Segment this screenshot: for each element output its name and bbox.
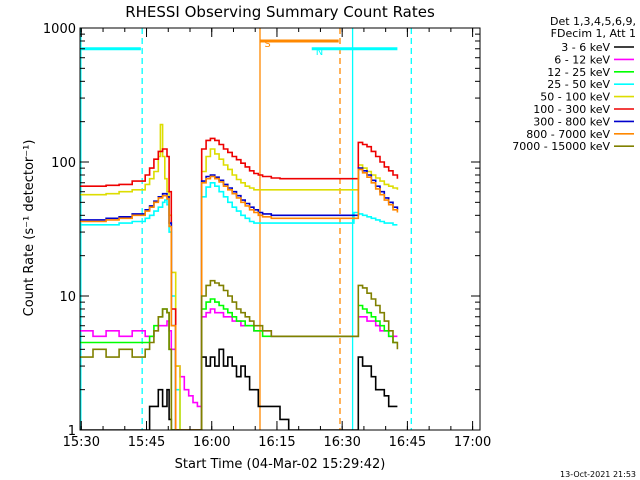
- status-bar-label-2: S: [264, 39, 270, 50]
- legend: Det 1,3,4,5,6,9,FDecim 1, Att 13 - 6 keV…: [512, 15, 636, 153]
- y-tick-label-0: 1: [68, 424, 76, 439]
- series-line-4: [80, 123, 399, 430]
- legend-entry-label-1: 6 - 12 keV: [554, 53, 610, 66]
- legend-entry-label-5: 100 - 300 keV: [533, 103, 610, 116]
- x-tick-label-2: 16:00: [193, 435, 230, 450]
- x-tick-label-1: 15:45: [128, 435, 165, 450]
- axes: 15:30 15:45 16:00 16:15 16:30 16:45 17:00 1 10 10…: [43, 22, 491, 450]
- legend-entry-label-3: 25 - 50 keV: [547, 78, 610, 91]
- legend-entry-label-8: 7000 - 15000 keV: [512, 140, 610, 153]
- legend-entry-label-4: 50 - 100 keV: [540, 91, 610, 104]
- chart-title: RHESSI Observing Summary Count Rates: [125, 3, 435, 21]
- status-bar-label-1: N: [316, 47, 323, 58]
- y-tick-label-3: 1000: [43, 22, 76, 37]
- y-tick-label-1: 10: [59, 290, 76, 305]
- legend-entry-label-0: 3 - 6 keV: [561, 41, 610, 54]
- series-line-6: [80, 167, 399, 430]
- y-tick-label-2: 100: [51, 156, 76, 171]
- y-axis-label: Count Rate (s⁻¹ detector⁻¹): [22, 140, 37, 317]
- x-tick-label-6: 17:00: [454, 435, 491, 450]
- x-axis-label: Start Time (04-Mar-02 15:29:42): [175, 457, 386, 472]
- x-tick-label-0: 15:30: [63, 435, 100, 450]
- legend-header-0: Det 1,3,4,5,6,9,: [550, 15, 636, 28]
- legend-entry-label-6: 300 - 800 keV: [533, 115, 610, 128]
- legend-header-1: FDecim 1, Att 1: [551, 27, 636, 40]
- x-tick-label-4: 16:30: [323, 435, 360, 450]
- timestamp: 13-Oct-2021 21:53: [560, 470, 636, 479]
- series-line-0: [80, 348, 398, 430]
- series-line-8: [80, 279, 399, 430]
- series-line-3: [80, 182, 398, 430]
- series-line-1: [80, 308, 398, 408]
- legend-entry-label-7: 800 - 7000 keV: [526, 128, 610, 141]
- series-line-2: [80, 298, 398, 430]
- series-line-5: [80, 137, 399, 430]
- series-line-7: [80, 168, 399, 430]
- plot-frame: [79, 27, 481, 431]
- plot-area: [80, 28, 412, 430]
- x-tick-label-5: 16:45: [389, 435, 426, 450]
- legend-entry-label-2: 12 - 25 keV: [547, 66, 610, 79]
- x-tick-label-3: 16:15: [258, 435, 295, 450]
